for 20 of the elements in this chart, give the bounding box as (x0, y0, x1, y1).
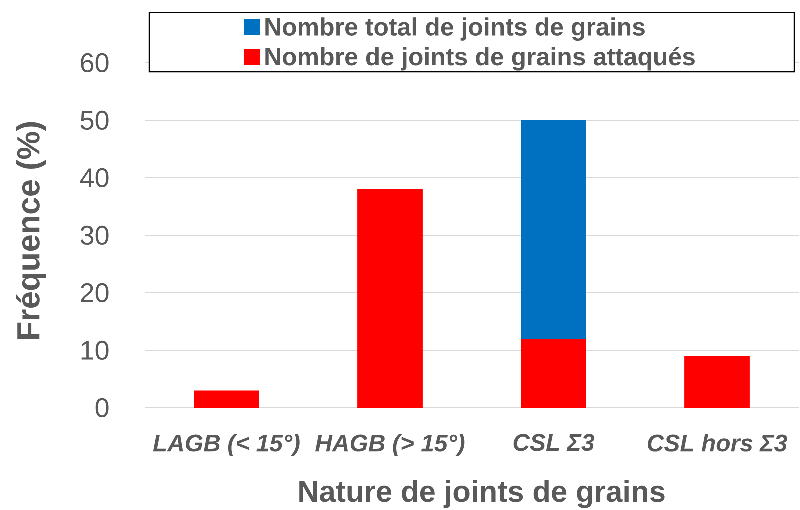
y-tick-label: 50 (80, 110, 109, 130)
bar (684, 356, 750, 408)
bar (358, 189, 423, 408)
y-tick-label: 10 (82, 340, 109, 360)
bar (194, 390, 260, 408)
x-axis-title: Nature de joints de grains (300, 480, 665, 508)
y-axis-title: Fréquence (%) (16, 122, 46, 340)
y-tick-label: 20 (81, 283, 109, 303)
bar (521, 120, 586, 339)
x-tick-label: CSL Σ3 (514, 434, 595, 452)
legend-label: Nombre total de joints de grains (266, 18, 645, 41)
y-tick-label: 60 (81, 53, 109, 73)
y-tick-label: 40 (80, 168, 109, 188)
y-tick-label: 30 (80, 226, 109, 246)
x-tick-label: LAGB (< 15°) (153, 434, 300, 457)
x-tick-label: HAGB (> 15°) (316, 434, 465, 457)
y-tick-label: 0 (96, 398, 109, 418)
bar (521, 338, 586, 408)
x-tick-label: CSL hors Σ3 (648, 434, 788, 452)
legend-label: Nombre de joints de grains attaqués (266, 47, 695, 71)
